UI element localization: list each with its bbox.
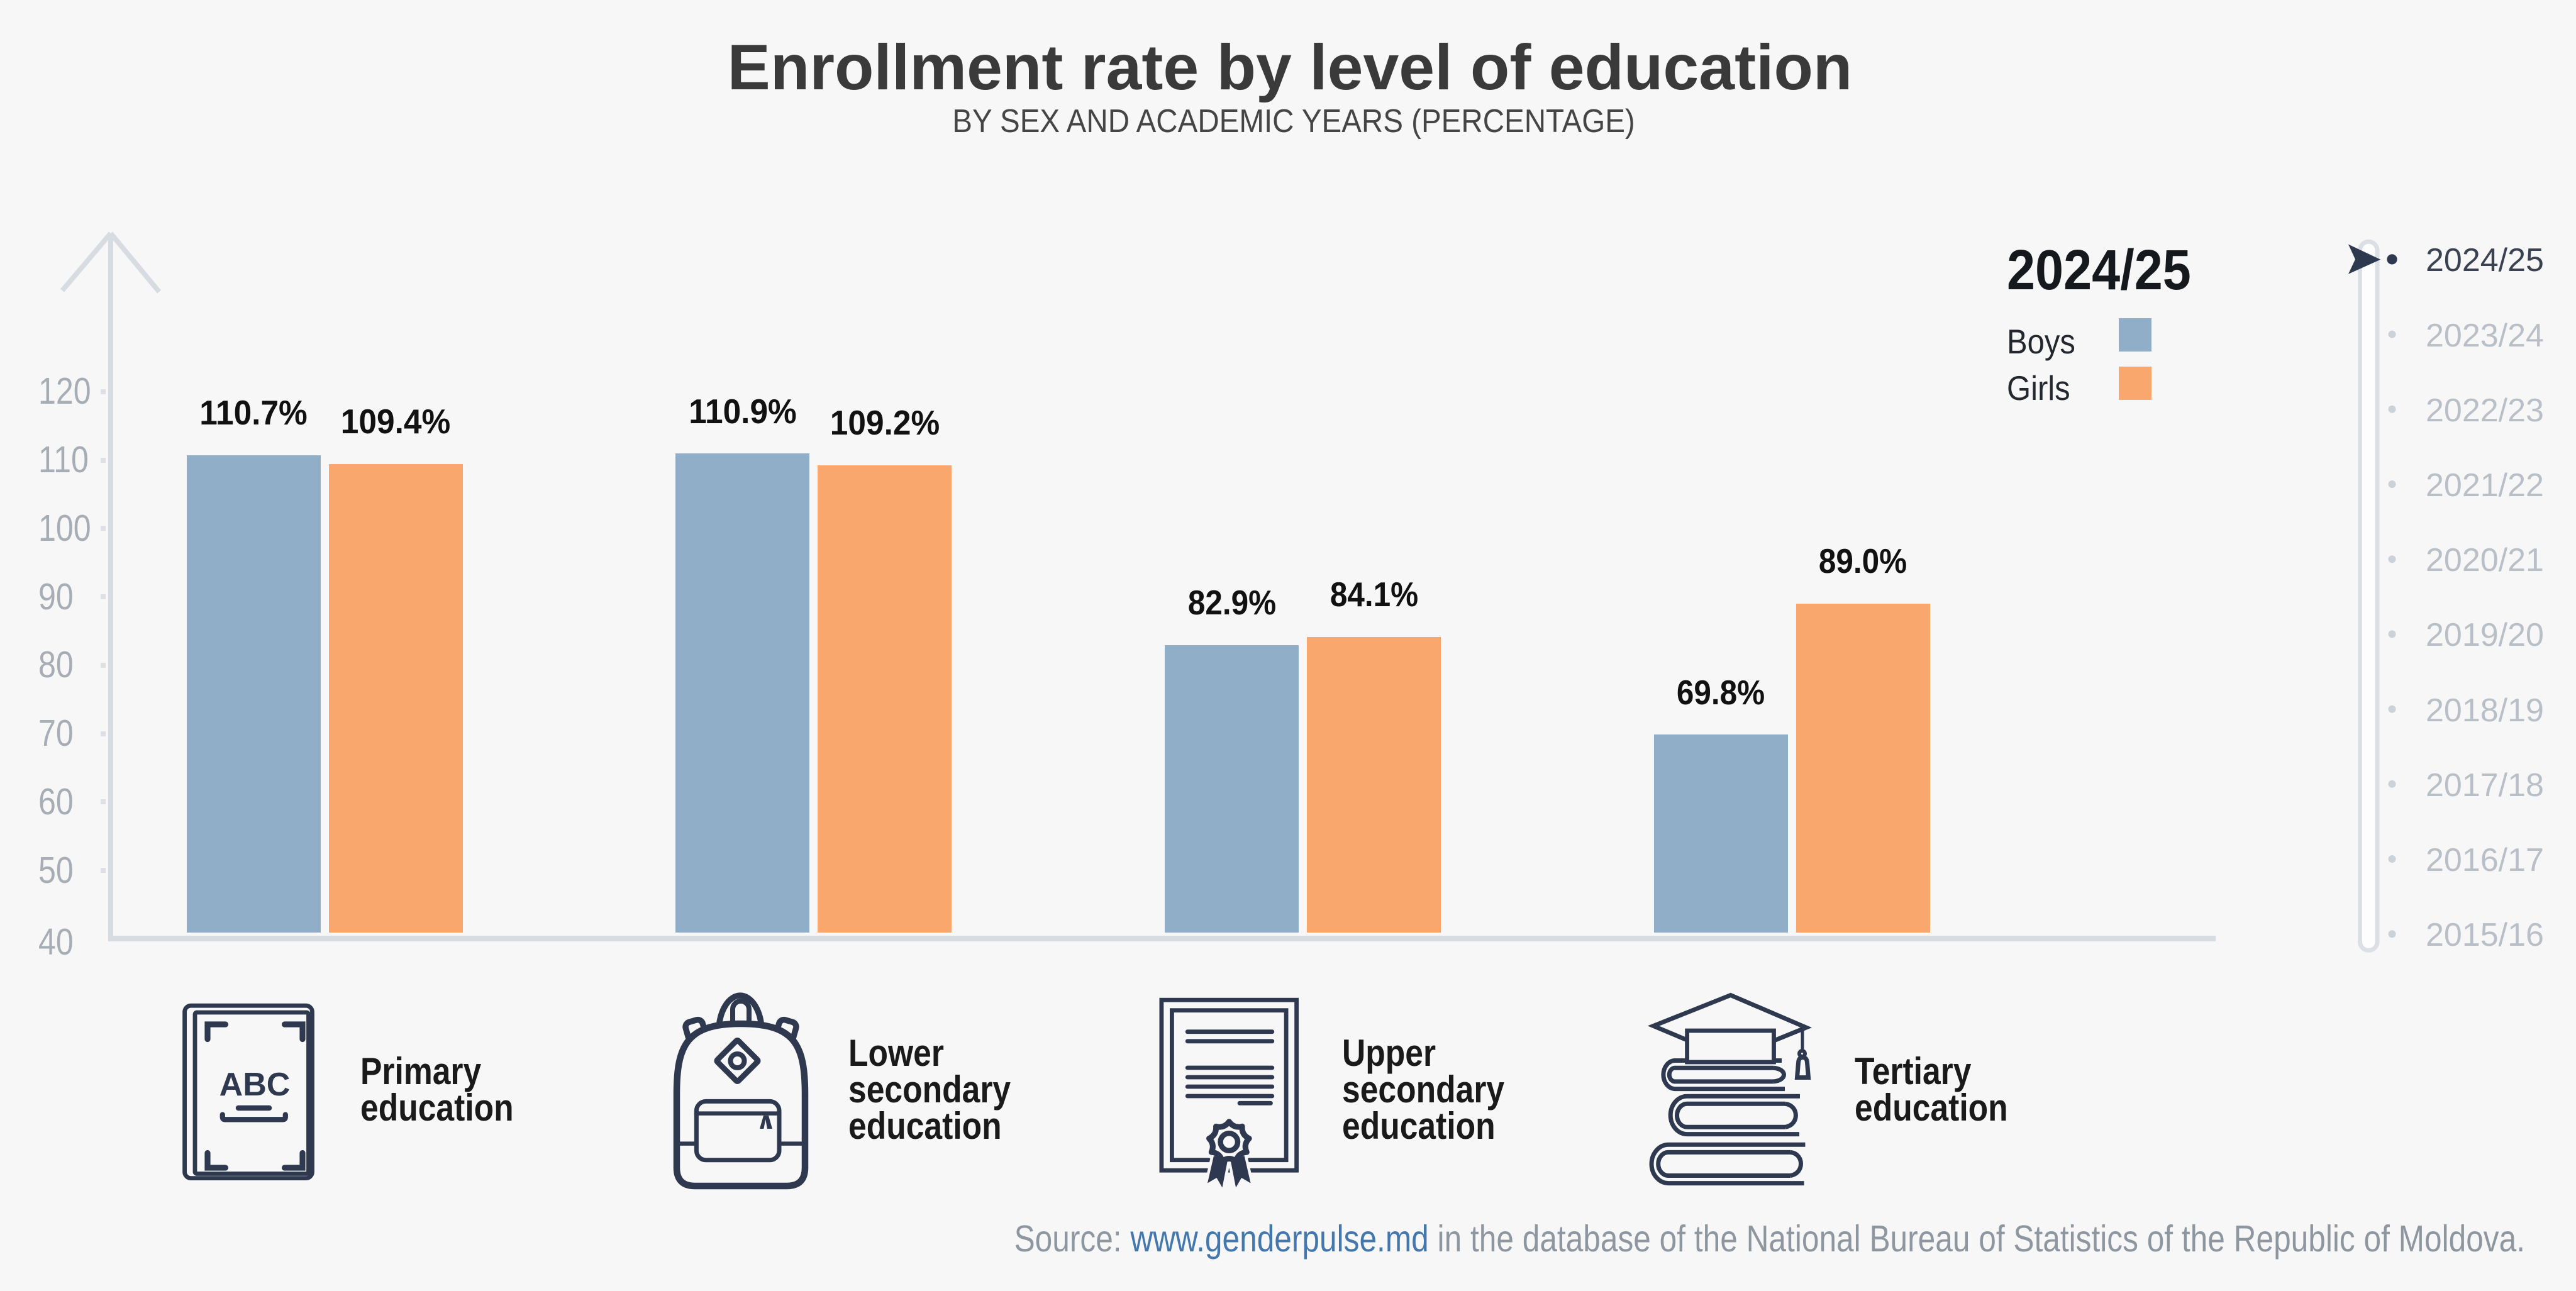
svg-text:ABC: ABC — [219, 1067, 291, 1103]
